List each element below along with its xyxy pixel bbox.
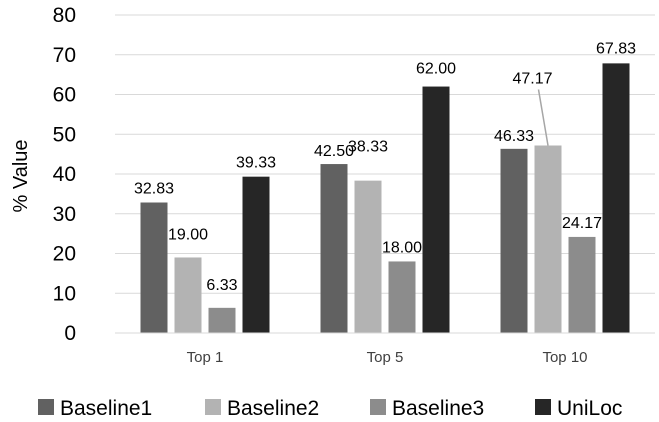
y-tick-label: 30 xyxy=(53,203,76,226)
bar-uniloc-top-5 xyxy=(422,86,450,333)
leader-line xyxy=(537,89,549,146)
bar-baseline1-top-1 xyxy=(140,202,168,333)
data-label: 38.33 xyxy=(348,139,388,156)
legend-swatch-baseline3 xyxy=(370,399,386,415)
data-label: 24.17 xyxy=(562,215,602,232)
y-tick-label: 20 xyxy=(53,243,76,266)
y-tick-label: 50 xyxy=(53,123,76,146)
data-label: 39.33 xyxy=(236,155,276,172)
y-tick-label: 80 xyxy=(53,4,76,27)
bar-baseline3-top-10 xyxy=(568,236,596,333)
legend-swatch-baseline2 xyxy=(205,399,221,415)
data-label: 42.50 xyxy=(314,143,354,160)
y-tick-label: 0 xyxy=(64,322,76,345)
x-tick-label: Top 5 xyxy=(367,349,404,366)
data-label: 47.17 xyxy=(512,70,552,87)
data-label: 62.00 xyxy=(416,61,456,78)
gridlines xyxy=(115,14,655,294)
legend-label-baseline2: Baseline2 xyxy=(227,397,319,420)
y-axis-label: % Value xyxy=(10,139,32,212)
bar-baseline2-top-5 xyxy=(354,180,382,333)
bars xyxy=(140,63,630,333)
bar-uniloc-top-10 xyxy=(602,63,630,333)
data-label: 46.33 xyxy=(494,128,534,145)
y-axis-ticks: 0 10 20 30 40 50 60 70 80 xyxy=(53,4,76,345)
data-label: 32.83 xyxy=(134,181,174,198)
bar-baseline1-top-10 xyxy=(500,148,528,333)
y-tick-label: 10 xyxy=(53,282,76,305)
legend-swatch-uniloc xyxy=(535,399,551,415)
y-tick-label: 40 xyxy=(53,163,76,186)
y-tick-label: 60 xyxy=(53,84,76,107)
x-tick-label: Top 10 xyxy=(542,349,587,366)
x-tick-label: Top 1 xyxy=(187,349,224,366)
y-tick-label: 70 xyxy=(53,44,76,67)
data-label: 19.00 xyxy=(168,226,208,243)
x-axis-ticks: Top 1 Top 5 Top 10 xyxy=(187,349,588,366)
legend: Baseline1 Baseline2 Baseline3 UniLoc xyxy=(38,397,622,420)
bar-baseline3-top-1 xyxy=(208,307,236,333)
bar-baseline2-top-1 xyxy=(174,257,202,333)
bar-baseline2-top-10 xyxy=(534,145,562,333)
bar-baseline1-top-5 xyxy=(320,164,348,333)
bar-baseline3-top-5 xyxy=(388,261,416,333)
data-label: 18.00 xyxy=(382,239,422,256)
data-label: 67.83 xyxy=(596,40,636,57)
data-label: 6.33 xyxy=(206,277,237,294)
legend-label-baseline1: Baseline1 xyxy=(60,397,152,420)
legend-swatch-baseline1 xyxy=(38,399,54,415)
leader-lines xyxy=(537,89,549,146)
legend-label-uniloc: UniLoc xyxy=(557,397,622,420)
bar-uniloc-top-1 xyxy=(242,176,270,333)
legend-label-baseline3: Baseline3 xyxy=(392,397,484,420)
